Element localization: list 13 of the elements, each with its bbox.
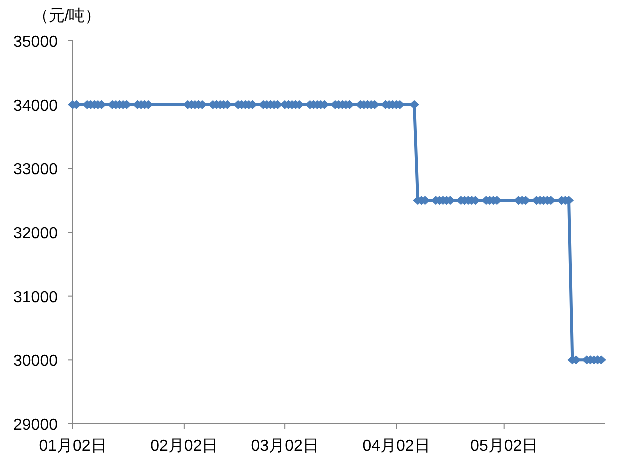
y-tick-label: 31000 (14, 289, 58, 306)
y-tick-label: 32000 (14, 226, 58, 242)
y-tick-label: 34000 (14, 98, 58, 115)
x-tick-label: 04月02日 (362, 438, 430, 455)
y-tick-label: 33000 (14, 162, 58, 179)
y-tick-label: 29000 (14, 417, 58, 434)
x-tick-label: 02月02日 (150, 438, 218, 455)
x-tick-label: 01月02日 (39, 438, 107, 455)
x-tick-label: 05月02日 (470, 438, 538, 455)
y-tick-label: 30000 (14, 353, 58, 370)
y-tick-label: 35000 (14, 34, 58, 51)
y-axis-title: （元/吨） (32, 8, 102, 25)
x-tick-label: 03月02日 (251, 438, 319, 455)
